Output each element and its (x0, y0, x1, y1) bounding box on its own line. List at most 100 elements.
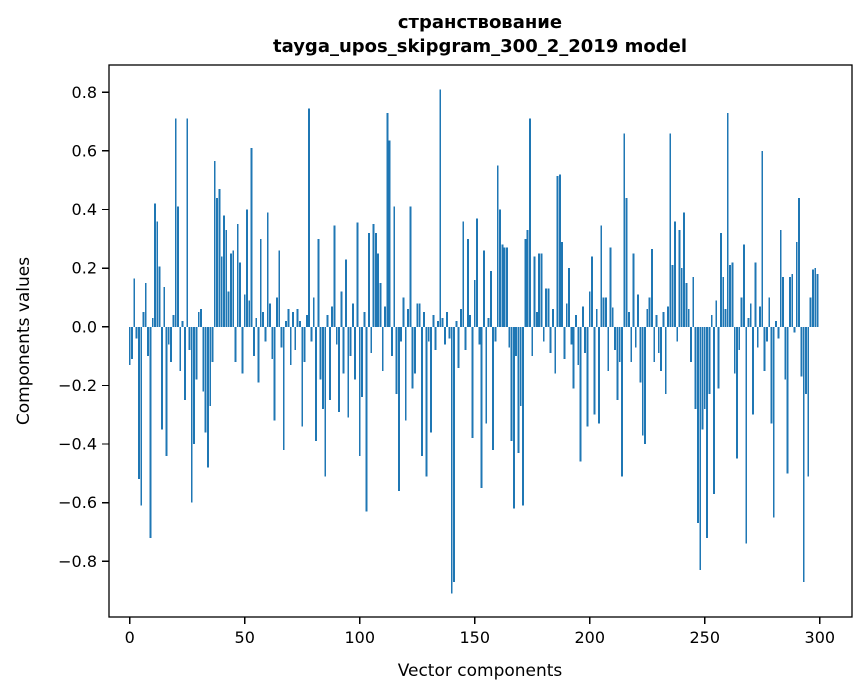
bar (248, 300, 251, 327)
bar (736, 326, 738, 459)
bar (627, 312, 630, 327)
bar (188, 326, 191, 351)
bar (460, 309, 462, 327)
bar (432, 315, 435, 327)
bar (487, 317, 490, 327)
bar (673, 221, 676, 327)
bar (784, 326, 787, 380)
bar (798, 197, 801, 327)
bar (768, 297, 771, 327)
bar (646, 309, 649, 327)
bar (701, 326, 704, 430)
y-tick-label: 0.6 (72, 141, 97, 160)
bar (386, 112, 389, 327)
bar (749, 303, 752, 327)
bar (782, 276, 784, 327)
bar (715, 300, 718, 327)
bar (547, 288, 550, 327)
bar (496, 165, 499, 327)
bar (294, 326, 297, 351)
bar (333, 225, 336, 327)
y-tick-label: −0.6 (58, 493, 97, 512)
bar (220, 256, 223, 327)
bar (287, 309, 290, 327)
bar (501, 244, 504, 327)
bar (310, 326, 313, 342)
bar (183, 326, 186, 401)
bar (160, 326, 163, 430)
bar (579, 326, 582, 462)
bar (273, 326, 276, 421)
bar (508, 326, 511, 348)
bar (575, 315, 577, 327)
bar (276, 297, 278, 327)
bar (427, 326, 430, 342)
bar (266, 212, 269, 327)
bar (752, 326, 755, 415)
bar (326, 315, 329, 327)
bar (512, 326, 515, 509)
bar (703, 326, 706, 409)
bar (351, 303, 354, 327)
bar (253, 326, 255, 357)
bar (535, 312, 538, 327)
bar (770, 326, 773, 424)
bar (708, 326, 711, 395)
bar (282, 326, 285, 450)
y-tick-label: 0.0 (72, 317, 97, 336)
bar (529, 118, 531, 327)
bar (269, 303, 271, 327)
bar (519, 326, 522, 406)
bar (393, 206, 396, 327)
bar (335, 326, 338, 345)
bar (264, 326, 267, 342)
bar (641, 326, 644, 436)
bar (165, 326, 168, 456)
x-tick-label: 50 (235, 628, 255, 647)
bar (795, 241, 798, 327)
bar (588, 291, 591, 327)
bar (241, 326, 244, 374)
bar (137, 326, 140, 480)
bar (639, 326, 642, 383)
y-tick-label: −0.8 (58, 552, 97, 571)
bar (805, 326, 807, 395)
bar (227, 291, 230, 327)
bar (317, 238, 320, 327)
bar (423, 312, 426, 327)
bar (347, 326, 350, 418)
bar (754, 262, 757, 327)
bar (262, 312, 265, 327)
bar (358, 326, 361, 456)
bar (489, 271, 492, 327)
y-tick-label: 0.8 (72, 83, 97, 102)
bar (570, 326, 573, 345)
bar (340, 291, 343, 327)
bar (763, 326, 766, 371)
bar (545, 288, 547, 327)
bar (301, 326, 304, 427)
bar (140, 326, 143, 506)
bar (299, 320, 301, 327)
bar (710, 315, 713, 327)
bar (303, 326, 306, 362)
bar (418, 303, 421, 327)
bar (197, 312, 200, 327)
bar (499, 209, 501, 327)
bar (653, 326, 656, 362)
bar (793, 326, 796, 333)
bar (243, 294, 246, 327)
bar (492, 326, 495, 450)
chart-subtitle: tayga_upos_skipgram_300_2_2019 model (273, 36, 687, 57)
bar (195, 326, 198, 380)
bar (312, 297, 315, 327)
bar (133, 278, 136, 327)
bar (586, 326, 589, 427)
bar (738, 326, 741, 351)
bar (506, 247, 508, 327)
bar (540, 253, 543, 327)
bar (181, 320, 184, 327)
bar (609, 247, 612, 327)
bar (685, 282, 688, 327)
bar (740, 297, 743, 327)
